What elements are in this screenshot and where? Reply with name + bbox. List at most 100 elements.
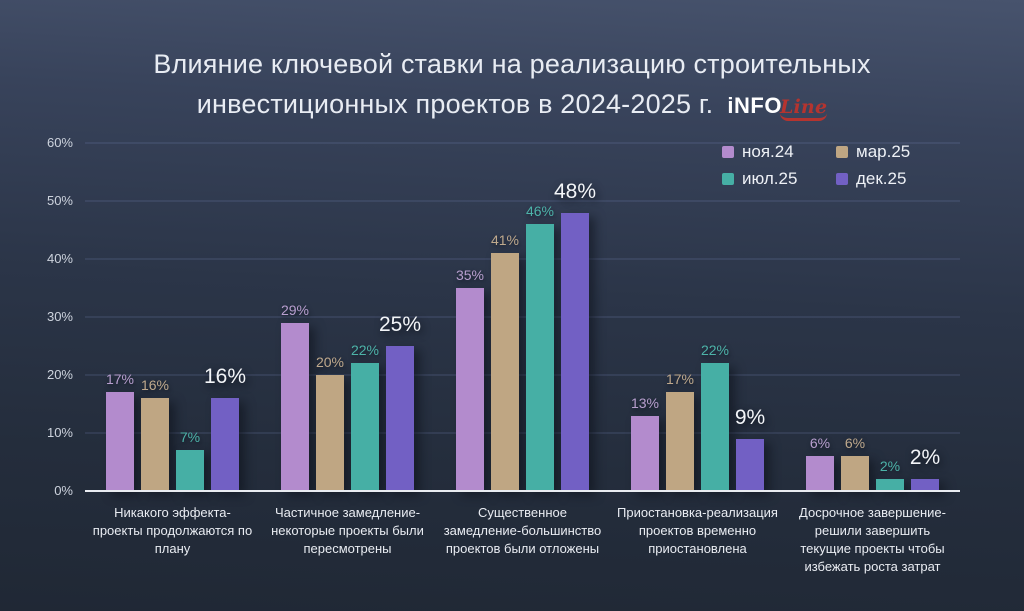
gridline bbox=[85, 316, 960, 318]
bar-group: 17% 16% 7% 16% bbox=[85, 143, 260, 491]
bar-slot: 17% bbox=[106, 143, 134, 491]
bar-group: 13% 17% 22% 9% bbox=[610, 143, 785, 491]
logo-suffix: Line bbox=[779, 96, 828, 121]
bar-value-label: 6% bbox=[809, 435, 831, 452]
bar-slot: 35% bbox=[456, 143, 484, 491]
bar-slot: 46% bbox=[526, 143, 554, 491]
bar-value-label: 48% bbox=[553, 179, 597, 203]
bar-июл.25 bbox=[351, 363, 379, 491]
bar-slot: 29% bbox=[281, 143, 309, 491]
y-tick-label: 40% bbox=[46, 251, 73, 267]
bar-июл.25 bbox=[526, 224, 554, 491]
bar-slot: 20% bbox=[316, 143, 344, 491]
legend-label: мар.25 bbox=[856, 142, 911, 161]
bar-ноя.24 bbox=[806, 456, 834, 491]
bar-slot: 6% bbox=[841, 143, 869, 491]
bar-value-label: 20% bbox=[315, 354, 345, 371]
y-tick-label: 60% bbox=[46, 135, 73, 150]
category-label: Приостановка-реализация проектов временн… bbox=[617, 505, 778, 556]
bar-value-label: 35% bbox=[455, 267, 485, 283]
bar-дек.25 bbox=[911, 479, 939, 491]
title-line2: инвестиционных проектов в 2024-2025 г. bbox=[196, 89, 714, 119]
bar-value-label: 17% bbox=[105, 371, 135, 388]
bar-мар.25 bbox=[141, 398, 169, 491]
legend-item: мар.25 bbox=[836, 142, 950, 162]
bar-value-label: 17% bbox=[665, 371, 695, 388]
bar-июл.25 bbox=[701, 363, 729, 491]
category-label: Никакого эффекта-проекты продолжаются по… bbox=[92, 505, 253, 556]
bar-group: 35% 41% 46% 48% bbox=[435, 143, 610, 491]
gridline bbox=[85, 374, 960, 376]
bar-июл.25 bbox=[176, 450, 204, 491]
legend-swatch-icon bbox=[836, 146, 848, 158]
bar-мар.25 bbox=[491, 253, 519, 491]
bar-дек.25 bbox=[211, 398, 239, 491]
bar-slot: 13% bbox=[631, 143, 659, 491]
page-title: Влияние ключевой ставки на реализацию ст… bbox=[0, 44, 1024, 127]
bar-slot: 6% bbox=[806, 143, 834, 491]
category-label: Досрочное завершение-решили завершить те… bbox=[799, 505, 946, 574]
bar-value-label: 22% bbox=[700, 342, 730, 359]
bar-group: 29% 20% 22% 25% bbox=[260, 143, 435, 491]
legend-label: дек.25 bbox=[856, 169, 907, 188]
bar-дек.25 bbox=[736, 438, 764, 491]
bar-slot: 41% bbox=[491, 143, 519, 491]
bar-value-label: 7% bbox=[179, 429, 201, 446]
bar-мар.25 bbox=[316, 375, 344, 491]
y-tick-label: 30% bbox=[46, 309, 73, 324]
bar-value-label: 16% bbox=[140, 377, 170, 394]
bar-value-label: 46% bbox=[525, 203, 555, 220]
title-line2-row: инвестиционных проектов в 2024-2025 г. iN… bbox=[0, 84, 1024, 127]
gridline bbox=[85, 142, 960, 144]
gridline bbox=[85, 258, 960, 260]
legend-item: июл.25 bbox=[722, 169, 836, 189]
infoline-logo: iNFOLine bbox=[727, 84, 828, 127]
gridline bbox=[85, 200, 960, 202]
bar-slot: 22% bbox=[701, 143, 729, 491]
bar-мар.25 bbox=[841, 456, 869, 491]
bar-value-label: 2% bbox=[879, 458, 901, 475]
legend-swatch-icon bbox=[836, 173, 848, 185]
bar-мар.25 bbox=[666, 392, 694, 491]
category-label: Существенное замедление-большинство прое… bbox=[443, 505, 602, 556]
bar-slot: 9% bbox=[734, 143, 766, 491]
bar-value-label: 22% bbox=[350, 342, 380, 359]
y-tick-label: 50% bbox=[46, 193, 73, 208]
bar-groups: 17% 16% 7% 16% 29% 20% 22% 25% 35% 41% 46% 48% 13% 17… bbox=[85, 143, 960, 491]
bar-дек.25 bbox=[386, 346, 414, 491]
legend-label: июл.25 bbox=[742, 169, 798, 188]
legend-item: дек.25 bbox=[836, 169, 950, 189]
logo-text: iNFO bbox=[727, 93, 782, 118]
title-line1: Влияние ключевой ставки на реализацию ст… bbox=[153, 49, 871, 79]
legend: ноя.24 мар.25 июл.25 дек.25 bbox=[722, 142, 950, 189]
bar-slot: 16% bbox=[204, 143, 246, 491]
bar-июл.25 bbox=[876, 479, 904, 491]
plot-area: 17% 16% 7% 16% 29% 20% 22% 25% 35% 41% 46% 48% 13% 17… bbox=[47, 135, 960, 498]
bar-value-label: 41% bbox=[490, 232, 520, 249]
legend-swatch-icon bbox=[722, 146, 734, 158]
bar-value-label: 9% bbox=[734, 405, 766, 429]
bar-slot: 48% bbox=[554, 143, 596, 491]
bar-value-label: 16% bbox=[203, 365, 247, 389]
y-tick-label: 10% bbox=[46, 425, 73, 441]
x-axis-labels: Никакого эффекта-проекты продолжаются по… bbox=[85, 504, 960, 576]
bar-ноя.24 bbox=[106, 392, 134, 491]
bar-value-label: 13% bbox=[630, 394, 660, 411]
x-axis-line bbox=[85, 490, 960, 492]
bar-slot: 16% bbox=[141, 143, 169, 491]
bar-slot: 2% bbox=[910, 143, 940, 491]
bar-slot: 17% bbox=[666, 143, 694, 491]
bar-ноя.24 bbox=[281, 322, 309, 491]
bar-slot: 25% bbox=[379, 143, 421, 491]
category-label: Частичное замедление-некоторые проекты б… bbox=[271, 505, 424, 556]
bar-дек.25 bbox=[561, 212, 589, 491]
y-tick-label: 20% bbox=[46, 367, 73, 383]
bar-ноя.24 bbox=[456, 288, 484, 491]
bar-slot: 2% bbox=[876, 143, 904, 491]
bar-value-label: 6% bbox=[844, 435, 866, 452]
bar-ноя.24 bbox=[631, 415, 659, 491]
legend-item: ноя.24 bbox=[722, 142, 836, 162]
bar-value-label: 29% bbox=[280, 301, 310, 318]
legend-label: ноя.24 bbox=[742, 142, 794, 161]
